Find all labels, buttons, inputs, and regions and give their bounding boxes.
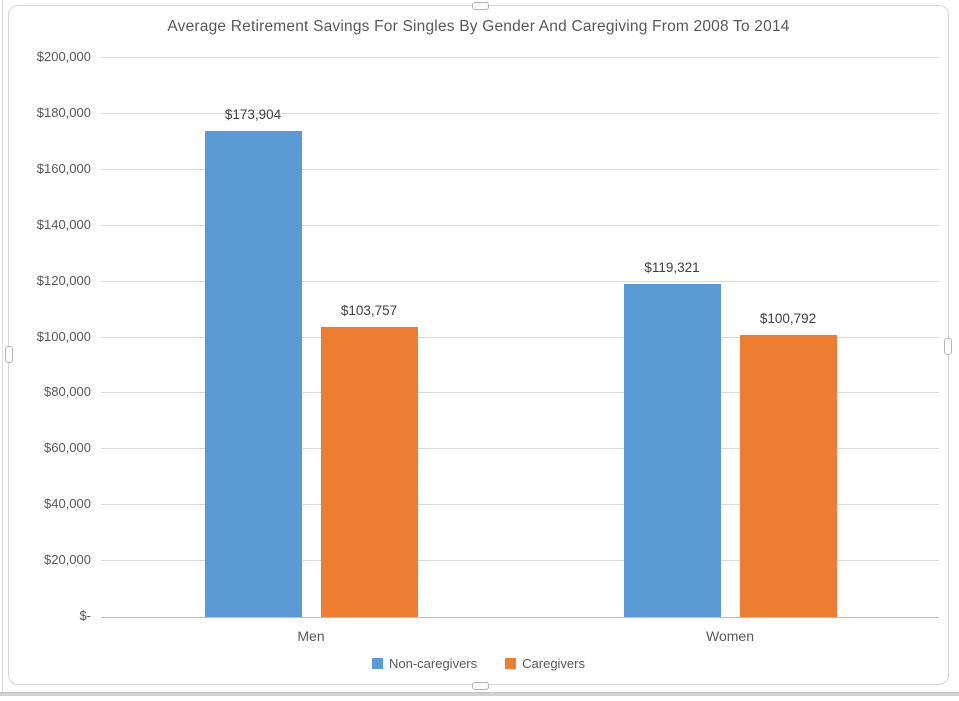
- gridline: [101, 336, 939, 338]
- worksheet-edge-bottom: [0, 692, 959, 696]
- y-axis-tick-label: $160,000: [36, 160, 91, 176]
- y-axis-tick-label: $180,000: [36, 104, 91, 120]
- y-axis-tick-label: $40,000: [44, 496, 91, 512]
- y-axis-tick-label: $200,000: [36, 49, 91, 64]
- bar-data-label: $100,792: [759, 311, 817, 327]
- gridline: [101, 280, 939, 282]
- legend-item-caregivers[interactable]: Caregivers: [505, 656, 585, 671]
- bar-women-caregivers[interactable]: [739, 335, 837, 617]
- worksheet-edge-left: [2, 0, 3, 692]
- bar-data-label: $173,904: [224, 106, 282, 122]
- y-axis-tick-label: $-: [79, 608, 91, 623]
- gridline: [101, 560, 939, 562]
- category-label-men: Men: [297, 628, 325, 644]
- legend-swatch-icon: [505, 658, 517, 669]
- chart-legend: Non-caregivers Caregivers: [9, 656, 948, 671]
- y-axis-tick-label: $100,000: [36, 328, 91, 344]
- selection-handle-bottom[interactable]: [472, 682, 489, 690]
- legend-label: Non-caregivers: [388, 656, 478, 671]
- bar-men-caregivers[interactable]: [320, 327, 418, 617]
- legend-label: Caregivers: [522, 656, 585, 671]
- gridline: [101, 112, 939, 114]
- chart-title: Average Retirement Savings For Singles B…: [167, 18, 790, 35]
- gridline: [101, 504, 939, 506]
- legend-item-non-caregivers[interactable]: Non-caregivers: [371, 656, 478, 671]
- bar-men-non-caregivers[interactable]: [204, 130, 302, 617]
- selection-handle-left[interactable]: [5, 346, 13, 363]
- category-label-women: Women: [706, 628, 754, 644]
- bar-women-non-caregivers[interactable]: [623, 283, 721, 617]
- gridline: [101, 448, 939, 450]
- gridline: [101, 392, 939, 394]
- gridline: [101, 168, 939, 170]
- gridline: [101, 57, 939, 58]
- y-axis-tick-label: $80,000: [44, 384, 91, 400]
- x-axis-line: [101, 617, 939, 618]
- y-axis-tick-label: $140,000: [36, 216, 91, 232]
- bar-data-label: $119,321: [644, 259, 700, 275]
- legend-swatch-icon: [371, 658, 383, 669]
- bar-data-label: $103,757: [340, 303, 398, 318]
- selection-handle-right[interactable]: [944, 338, 952, 355]
- selection-handle-top[interactable]: [472, 2, 489, 10]
- y-axis-tick-label: $20,000: [44, 552, 91, 568]
- y-axis-tick-label: $120,000: [36, 272, 91, 288]
- gridline: [101, 224, 939, 226]
- chart-object[interactable]: Average Retirement Savings For Singles B…: [5, 2, 952, 690]
- y-axis-tick-label: $60,000: [44, 440, 91, 456]
